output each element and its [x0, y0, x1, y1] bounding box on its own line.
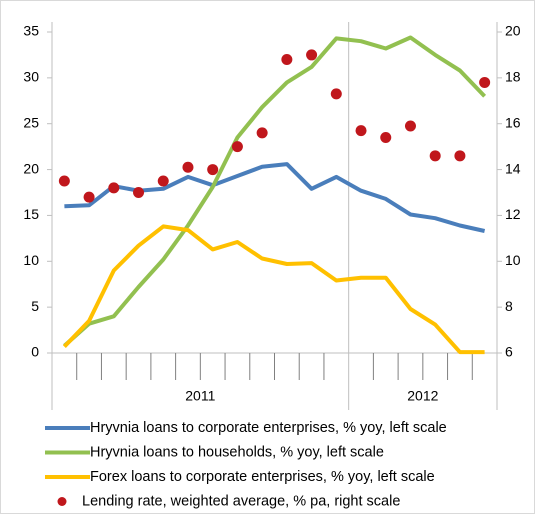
y2-tick-label: 10 [505, 252, 521, 268]
data-point [380, 131, 392, 143]
y-tick-label: 10 [23, 252, 39, 268]
y-tick-label: 15 [23, 206, 39, 222]
data-point [479, 76, 491, 88]
data-point [133, 187, 145, 198]
data-point [330, 88, 342, 100]
y2-tick-label: 14 [505, 160, 521, 176]
y-tick-label: 30 [23, 69, 39, 85]
data-point [157, 175, 169, 187]
y2-tick-label: 16 [505, 114, 521, 130]
legend-label: Hryvnia loans to households, % yoy, left… [90, 444, 384, 460]
y2-tick-label: 18 [505, 69, 521, 85]
legend-label: Hryvnia loans to corporate enterprises, … [90, 420, 447, 436]
data-point [231, 141, 243, 153]
series-line [62, 224, 485, 355]
y-tick-label: 0 [31, 344, 39, 360]
y-tick-label: 25 [23, 114, 39, 130]
series-line [63, 35, 487, 348]
legend-label: Forex loans to corporate enterprises, % … [90, 469, 435, 485]
data-point [58, 175, 70, 187]
y-tick-label: 20 [23, 160, 39, 176]
data-point [281, 54, 293, 66]
y-tick-label: 35 [23, 23, 39, 39]
data-point [429, 150, 441, 162]
y2-tick-label: 20 [505, 23, 521, 39]
x-group-label: 2011 [185, 388, 215, 404]
y2-tick-label: 6 [505, 344, 513, 360]
data-point [454, 150, 466, 162]
data-point [83, 191, 95, 203]
data-point [182, 161, 194, 173]
data-point [207, 164, 219, 176]
y2-tick-label: 8 [505, 298, 513, 314]
legend-marker [57, 497, 67, 506]
x-group-label: 2012 [407, 388, 438, 404]
data-point [306, 49, 318, 61]
legend-label: Lending rate, weighted average, % pa, ri… [82, 493, 400, 509]
data-point [256, 127, 268, 139]
data-point [404, 120, 416, 132]
y2-tick-label: 12 [505, 206, 521, 222]
data-point [108, 182, 120, 194]
data-point [355, 125, 367, 137]
y-tick-label: 5 [31, 298, 39, 314]
